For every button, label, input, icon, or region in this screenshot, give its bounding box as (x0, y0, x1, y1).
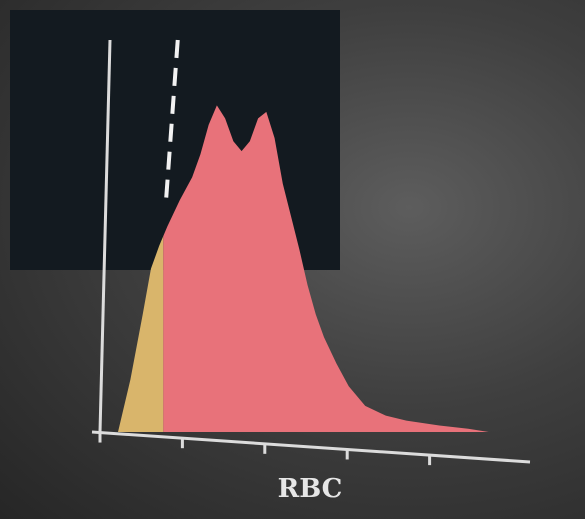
histogram-fills (118, 105, 489, 432)
rbc-distribution-area (163, 105, 489, 432)
x-axis-line (91, 430, 531, 464)
x-axis-title: RBC (278, 474, 343, 504)
x-axis-ticks (98, 432, 432, 466)
y-axis-line (98, 39, 112, 433)
excluded-region-fill (118, 236, 164, 432)
